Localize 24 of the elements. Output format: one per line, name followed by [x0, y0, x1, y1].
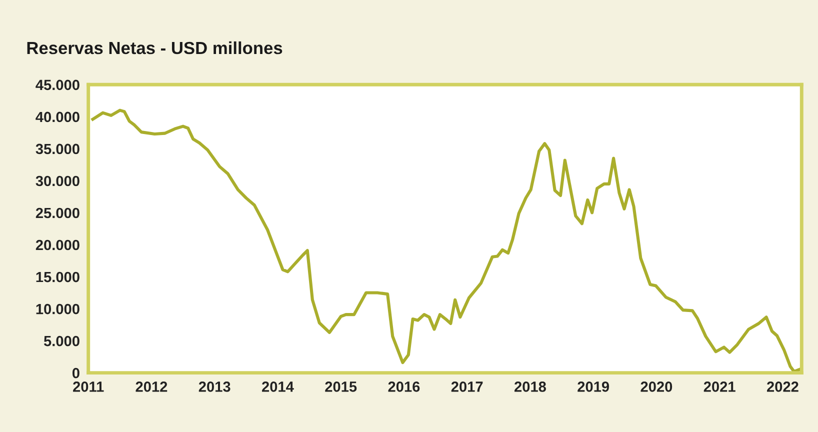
x-tick-label: 2021 [704, 382, 736, 392]
y-tick-label: 25.000 [36, 208, 80, 218]
x-tick-label: 2013 [198, 382, 230, 392]
y-tick-label: 30.000 [36, 176, 80, 186]
x-tick-label: 2019 [578, 382, 610, 392]
chart-title: Reservas Netas - USD millones [27, 41, 282, 54]
y-tick-label: 45.000 [36, 80, 80, 90]
y-tick-label: 15.000 [36, 272, 80, 282]
y-tick-label: 5.000 [44, 336, 80, 346]
y-tick-label: 10.000 [36, 304, 80, 314]
x-tick-label: 2020 [640, 382, 672, 392]
y-tick-label: 20.000 [36, 240, 80, 250]
x-tick-label: 2012 [136, 382, 168, 392]
y-tick-label: 40.000 [36, 112, 80, 122]
x-tick-label: 2017 [451, 382, 483, 392]
line-series [91, 108, 801, 373]
x-tick-label: 2022 [766, 382, 798, 392]
y-tick-label: 0 [72, 368, 80, 378]
x-tick-label: 2016 [388, 382, 420, 392]
y-tick-label: 35.000 [36, 144, 80, 154]
x-tick-label: 2015 [325, 382, 357, 392]
x-tick-label: 2011 [73, 382, 104, 392]
x-tick-label: 2014 [262, 382, 294, 392]
x-tick-label: 2018 [514, 382, 546, 392]
